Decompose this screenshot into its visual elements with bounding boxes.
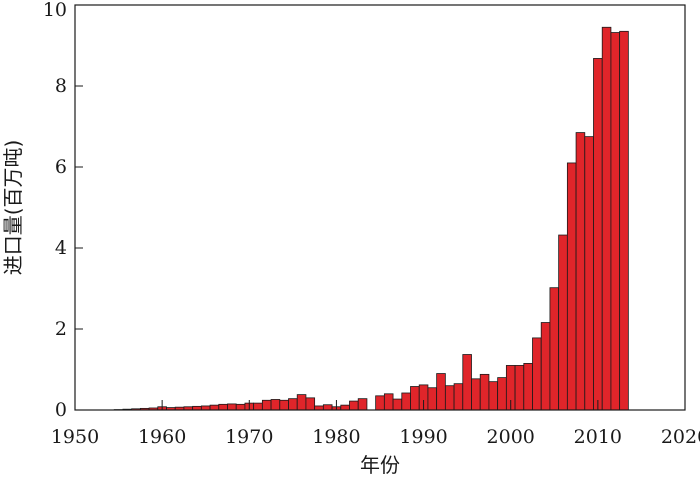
bar-1989 [410, 386, 420, 411]
bar-2003 [532, 337, 542, 411]
x-tick-label-1980: 1980 [312, 426, 360, 448]
bar-1966 [209, 404, 220, 411]
bar-1988 [401, 392, 411, 411]
bar-2009 [584, 136, 594, 411]
x-tick-label-2000: 2000 [487, 426, 535, 448]
bar-2008 [575, 132, 586, 411]
bar-2013 [619, 30, 629, 411]
x-tick-label-1990: 1990 [399, 426, 447, 448]
bar-1987 [392, 398, 403, 411]
bar-1973 [270, 399, 281, 411]
y-tick-label-2: 2 [55, 318, 67, 340]
bar-2010 [593, 58, 603, 411]
bar-1998 [488, 381, 499, 411]
bar-2007 [566, 162, 577, 411]
bar-2006 [558, 234, 568, 411]
bar-1994 [453, 383, 464, 411]
bar-1965 [200, 405, 211, 411]
bar-1967 [218, 403, 228, 411]
bar-1983 [357, 398, 368, 411]
x-tick-label-1950: 1950 [51, 426, 99, 448]
bars-group [113, 26, 629, 411]
bar-1991 [427, 387, 438, 411]
bar-1981 [340, 404, 350, 411]
bar-1974 [279, 399, 289, 411]
bar-1997 [479, 373, 490, 411]
bar-1992 [436, 373, 446, 411]
bar-2002 [523, 363, 533, 411]
bar-2005 [549, 287, 560, 411]
y-tick-label-10: 10 [43, 0, 67, 21]
bar-1999 [497, 377, 507, 411]
y-tick-label-6: 6 [55, 156, 67, 178]
bar-1977 [305, 397, 316, 411]
x-tick-label-1970: 1970 [225, 426, 273, 448]
y-tick-label-8: 8 [55, 75, 67, 97]
bar-1985 [375, 395, 385, 411]
bar-1976 [296, 394, 307, 411]
bar-1969 [235, 403, 246, 411]
bar-1982 [349, 400, 359, 411]
bar-1968 [227, 403, 237, 411]
bar-1972 [261, 399, 272, 411]
bar-2012 [610, 32, 621, 411]
bar-1978 [314, 405, 324, 411]
bar-1971 [253, 402, 263, 411]
x-tick-label-2010: 2010 [574, 426, 622, 448]
x-tick-label-1960: 1960 [138, 426, 186, 448]
bar-1975 [288, 398, 298, 411]
bar-2001 [514, 365, 525, 411]
y-ticks: 0 2 4 6 8 10 [43, 0, 83, 421]
x-axis-label: 年份 [360, 453, 400, 477]
bar-1995 [462, 354, 472, 411]
y-axis-label: 进口量(百万吨) [1, 140, 25, 276]
y-tick-label-0: 0 [55, 399, 67, 421]
bar-2004 [540, 322, 551, 411]
y-tick-label-4: 4 [55, 237, 67, 259]
plot-frame [74, 4, 686, 411]
bar-1986 [383, 393, 394, 411]
bar-1979 [322, 404, 333, 411]
bar-1996 [471, 378, 481, 411]
bar-1993 [444, 385, 455, 411]
bar-2011 [601, 26, 612, 411]
